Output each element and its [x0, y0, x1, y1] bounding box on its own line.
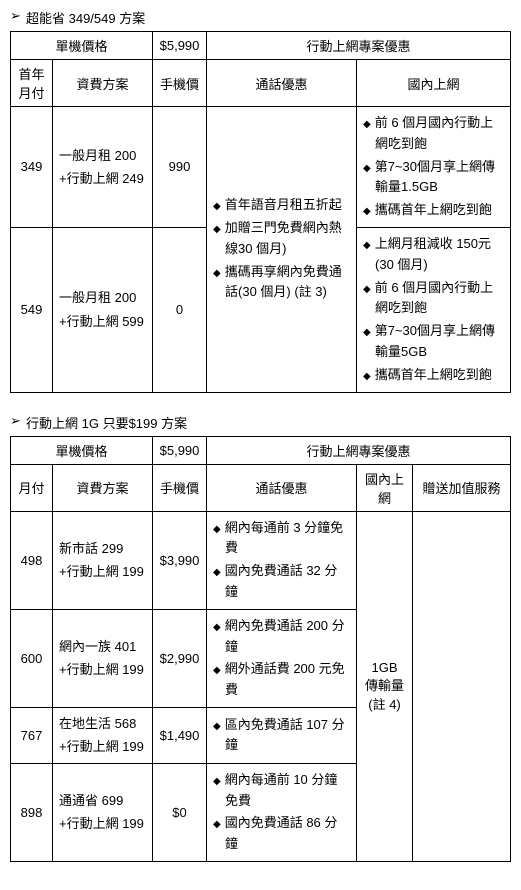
hdr-unit-price: 單機價格	[11, 436, 153, 464]
cell-domestic-net: 上網月租減收 150元(30 個月)前 6 個月國內行動上網吃到飽第7~30個月…	[357, 227, 511, 392]
list-item: 加贈三門免費網內熱線30 個月)	[213, 218, 350, 260]
cell-bonus	[413, 511, 511, 861]
cell-phone-price: $0	[153, 763, 207, 861]
cell-monthly: 767	[11, 707, 53, 763]
cell-phone-price: $2,990	[153, 609, 207, 707]
hdr-domestic-net: 國內上網	[357, 464, 413, 511]
table-row: 單機價格 $5,990 行動上網專案優惠	[11, 436, 511, 464]
cell-plan: 在地生活 568 +行動上網 199	[53, 707, 153, 763]
net-line: 傳輸量	[365, 678, 404, 693]
plan-line: 一般月租 200	[59, 290, 136, 305]
hdr-promo: 行動上網專案優惠	[207, 32, 511, 60]
plan-line: 在地生活 568	[59, 716, 136, 731]
table-plan-349-549: 單機價格 $5,990 行動上網專案優惠 首年月付 資費方案 手機價 通話優惠 …	[10, 31, 511, 393]
net-line: (註 4)	[368, 697, 401, 712]
cell-monthly: 898	[11, 763, 53, 861]
hdr-phone-price: 手機價	[153, 60, 207, 107]
list-item: 前 6 個月國內行動上網吃到飽	[363, 278, 504, 320]
list-item: 前 6 個月國內行動上網吃到飽	[363, 113, 504, 155]
section2-title: 行動上網 1G 只要$199 方案	[10, 413, 511, 432]
list-item: 網外通話費 200 元免費	[213, 659, 350, 701]
plan-line: +行動上網 199	[59, 662, 144, 677]
hdr-call-benefit: 通話優惠	[207, 464, 357, 511]
hdr-call-benefit: 通話優惠	[207, 60, 357, 107]
cell-call-benefit: 網內每通前 10 分鐘免費國內免費通話 86 分鐘	[207, 763, 357, 861]
net-bullet-list: 前 6 個月國內行動上網吃到飽第7~30個月享上網傳輸量1.5GB攜碼首年上網吃…	[363, 113, 504, 221]
cell-monthly: 600	[11, 609, 53, 707]
plan-line: +行動上網 249	[59, 171, 144, 186]
list-item: 國內免費通話 32 分鐘	[213, 561, 350, 603]
cell-phone-price: $3,990	[153, 511, 207, 609]
list-item: 攜碼再享網內免費通話(30 個月) (註 3)	[213, 262, 350, 304]
hdr-plan: 資費方案	[53, 60, 153, 107]
list-item: 網內每通前 3 分鐘免費	[213, 518, 350, 560]
list-item: 國內免費通話 86 分鐘	[213, 813, 350, 855]
hdr-domestic-net: 國內上網	[357, 60, 511, 107]
call-bullet-list: 區內免費通話 107 分鐘	[213, 715, 350, 757]
cell-phone-price: 990	[153, 107, 207, 228]
hdr-unit-price: 單機價格	[11, 32, 153, 60]
cell-call-benefit: 區內免費通話 107 分鐘	[207, 707, 357, 763]
hdr-promo: 行動上網專案優惠	[207, 436, 511, 464]
list-item: 攜碼首年上網吃到飽	[363, 200, 504, 221]
cell-call-benefit: 網內免費通話 200 分鐘網外通話費 200 元免費	[207, 609, 357, 707]
cell-monthly: 549	[11, 227, 53, 392]
section-plan-349-549: 超能省 349/549 方案 單機價格 $5,990 行動上網專案優惠 首年月付…	[10, 8, 511, 393]
cell-monthly: 498	[11, 511, 53, 609]
table-row: 498 新市話 299 +行動上網 199 $3,990 網內每通前 3 分鐘免…	[11, 511, 511, 609]
cell-call-benefit: 首年語音月租五折起加贈三門免費網內熱線30 個月)攜碼再享網內免費通話(30 個…	[207, 107, 357, 393]
cell-plan: 一般月租 200 +行動上網 249	[53, 107, 153, 228]
hdr-bonus: 贈送加值服務	[413, 464, 511, 511]
table-row: 單機價格 $5,990 行動上網專案優惠	[11, 32, 511, 60]
call-bullet-list: 網內每通前 3 分鐘免費國內免費通話 32 分鐘	[213, 518, 350, 603]
plan-line: 網內一族 401	[59, 639, 136, 654]
call-bullet-list: 網內每通前 10 分鐘免費國內免費通話 86 分鐘	[213, 770, 350, 855]
list-item: 第7~30個月享上網傳輸量1.5GB	[363, 157, 504, 199]
cell-plan: 一般月租 200 +行動上網 599	[53, 227, 153, 392]
cell-domestic-net: 1GB 傳輸量 (註 4)	[357, 511, 413, 861]
hdr-price-value: $5,990	[153, 32, 207, 60]
cell-monthly: 349	[11, 107, 53, 228]
plan-line: +行動上網 199	[59, 739, 144, 754]
hdr-plan: 資費方案	[53, 464, 153, 511]
list-item: 區內免費通話 107 分鐘	[213, 715, 350, 757]
section-plan-1g-199: 行動上網 1G 只要$199 方案 單機價格 $5,990 行動上網專案優惠 月…	[10, 413, 511, 862]
call-bullet-list: 首年語音月租五折起加贈三門免費網內熱線30 個月)攜碼再享網內免費通話(30 個…	[213, 195, 350, 303]
section1-title: 超能省 349/549 方案	[10, 8, 511, 27]
list-item: 首年語音月租五折起	[213, 195, 350, 216]
table-plan-1g-199: 單機價格 $5,990 行動上網專案優惠 月付 資費方案 手機價 通話優惠 國內…	[10, 436, 511, 862]
list-item: 網內每通前 10 分鐘免費	[213, 770, 350, 812]
plan-line: +行動上網 599	[59, 314, 144, 329]
list-item: 網內免費通話 200 分鐘	[213, 616, 350, 658]
plan-line: 通通省 699	[59, 793, 123, 808]
table-row: 月付 資費方案 手機價 通話優惠 國內上網 贈送加值服務	[11, 464, 511, 511]
plan-line: 新市話 299	[59, 541, 123, 556]
plan-line: +行動上網 199	[59, 816, 144, 831]
plan-line: 一般月租 200	[59, 148, 136, 163]
hdr-phone-price: 手機價	[153, 464, 207, 511]
plan-line: +行動上網 199	[59, 564, 144, 579]
cell-phone-price: 0	[153, 227, 207, 392]
table-row: 首年月付 資費方案 手機價 通話優惠 國內上網	[11, 60, 511, 107]
list-item: 第7~30個月享上網傳輸量5GB	[363, 321, 504, 363]
cell-plan: 網內一族 401 +行動上網 199	[53, 609, 153, 707]
cell-plan: 新市話 299 +行動上網 199	[53, 511, 153, 609]
hdr-first-year: 首年月付	[11, 60, 53, 107]
cell-call-benefit: 網內每通前 3 分鐘免費國內免費通話 32 分鐘	[207, 511, 357, 609]
net-line: 1GB	[372, 660, 398, 675]
list-item: 上網月租減收 150元(30 個月)	[363, 234, 504, 276]
net-bullet-list: 上網月租減收 150元(30 個月)前 6 個月國內行動上網吃到飽第7~30個月…	[363, 234, 504, 386]
list-item: 攜碼首年上網吃到飽	[363, 365, 504, 386]
hdr-monthly: 月付	[11, 464, 53, 511]
hdr-price-value: $5,990	[153, 436, 207, 464]
cell-phone-price: $1,490	[153, 707, 207, 763]
table-row: 349 一般月租 200 +行動上網 249 990 首年語音月租五折起加贈三門…	[11, 107, 511, 228]
cell-domestic-net: 前 6 個月國內行動上網吃到飽第7~30個月享上網傳輸量1.5GB攜碼首年上網吃…	[357, 107, 511, 228]
cell-plan: 通通省 699 +行動上網 199	[53, 763, 153, 861]
